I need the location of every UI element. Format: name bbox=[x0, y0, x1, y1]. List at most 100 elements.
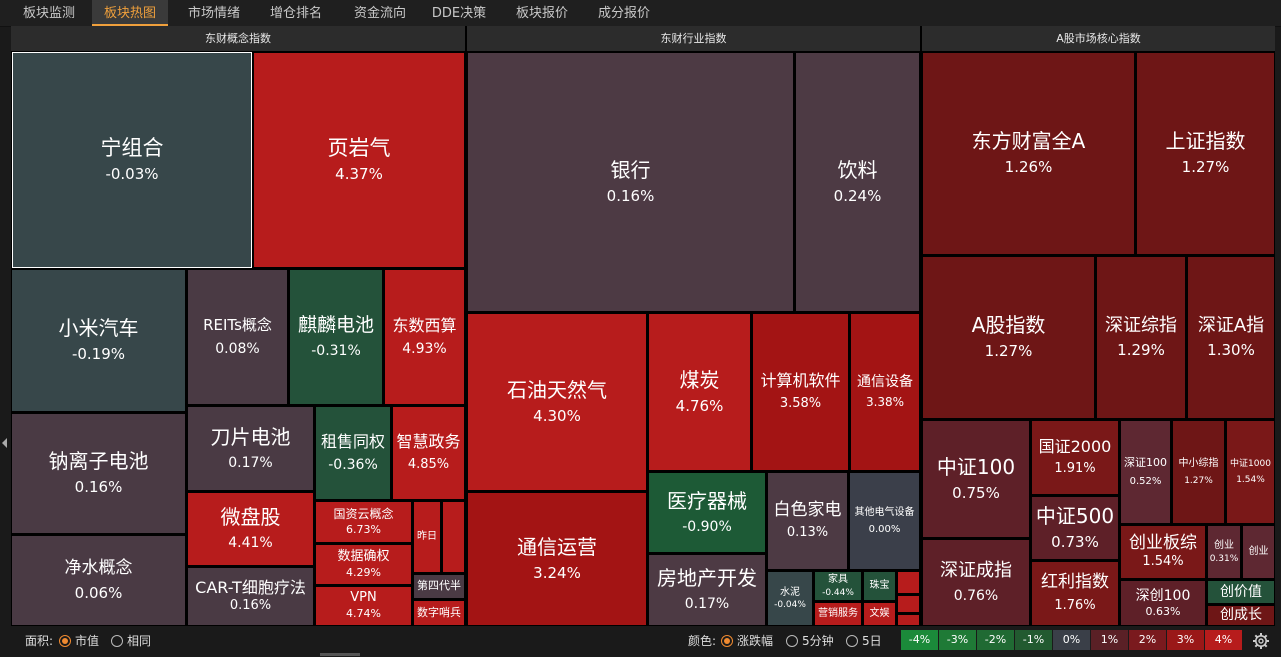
concept-cell[interactable]: 数据确权 4.29% bbox=[315, 544, 412, 585]
industry-cell[interactable]: 家具 -0.44% bbox=[814, 571, 862, 601]
core-name: 创价值 bbox=[1220, 583, 1262, 600]
concept-cell[interactable]: 页岩气 4.37% bbox=[253, 52, 465, 268]
industry-cell[interactable]: 文娱 bbox=[863, 602, 896, 626]
concept-cell[interactable]: 智慧政务 4.85% bbox=[392, 406, 465, 500]
tab-6[interactable]: 板块报价 bbox=[515, 6, 568, 21]
core-cell[interactable]: 深创100 0.63% bbox=[1120, 580, 1206, 626]
horizontal-scrollbar[interactable] bbox=[320, 653, 360, 656]
tab-7[interactable]: 成分报价 bbox=[597, 6, 650, 21]
core-name: 上证指数 bbox=[1165, 129, 1246, 154]
industry-cell[interactable]: 煤炭 4.76% bbox=[648, 313, 751, 471]
concept-cell[interactable]: 东数西算 4.93% bbox=[384, 269, 465, 405]
industry-cell[interactable] bbox=[897, 571, 920, 594]
core-cell[interactable]: 中证100 0.75% bbox=[922, 420, 1030, 538]
core-cell[interactable]: 中小综指 1.27% bbox=[1172, 420, 1225, 524]
industry-name: 家具 bbox=[828, 574, 848, 586]
concept-change: -0.03% bbox=[105, 165, 159, 184]
concept-cell[interactable]: 国资云概念 6.73% bbox=[315, 501, 412, 543]
industry-name: 水泥 bbox=[780, 586, 800, 598]
core-cell[interactable]: 创业 0.31% bbox=[1207, 525, 1241, 579]
concept-name: 麒麟电池 bbox=[297, 314, 374, 337]
core-cell[interactable]: 东方财富全A 1.26% bbox=[922, 52, 1135, 255]
concept-cell[interactable]: 数字哨兵 bbox=[413, 600, 465, 626]
core-cell[interactable]: A股指数 1.27% bbox=[922, 256, 1095, 419]
industry-cell[interactable]: 饮料 0.24% bbox=[795, 52, 920, 312]
core-cell[interactable]: 创成长 bbox=[1207, 605, 1275, 626]
core-cell[interactable]: 深证A指 1.30% bbox=[1187, 256, 1275, 419]
color-option-change-label[interactable]: 涨跌幅 bbox=[737, 634, 774, 648]
concept-cell[interactable]: VPN 4.74% bbox=[315, 586, 412, 626]
core-cell[interactable]: 深证100 0.52% bbox=[1120, 420, 1171, 524]
concept-cell[interactable]: 刀片电池 0.17% bbox=[187, 406, 314, 491]
concept-cell[interactable]: 租售同权 -0.36% bbox=[315, 406, 391, 500]
industry-cell[interactable]: 通信运营 3.24% bbox=[467, 492, 647, 626]
industry-cell[interactable]: 石油天然气 4.30% bbox=[467, 313, 647, 491]
concept-cell[interactable]: CAR-T细胞疗法 0.16% bbox=[187, 567, 314, 626]
core-cell[interactable]: 深证综指 1.29% bbox=[1096, 256, 1186, 419]
area-option-equal-label[interactable]: 相同 bbox=[127, 634, 152, 648]
concept-cell[interactable]: 第四代半 bbox=[413, 574, 465, 599]
color-label: 颜色: bbox=[688, 634, 717, 648]
concept-cell[interactable]: 昨日 bbox=[413, 501, 441, 573]
core-change: 1.27% bbox=[984, 342, 1033, 361]
core-cell[interactable]: 创业 bbox=[1242, 525, 1275, 579]
tab-2[interactable]: 市场情绪 bbox=[187, 6, 240, 21]
collapse-left-arrow-icon[interactable] bbox=[2, 438, 7, 448]
concept-cell[interactable]: 微盘股 4.41% bbox=[187, 492, 314, 566]
industry-cell[interactable]: 其他电气设备 0.00% bbox=[849, 472, 920, 570]
settings-gear-icon[interactable] bbox=[1252, 632, 1270, 650]
area-option-market-cap-label[interactable]: 市值 bbox=[75, 634, 100, 648]
tab-3[interactable]: 增仓排名 bbox=[269, 6, 322, 21]
industry-cell[interactable]: 营销服务 bbox=[814, 602, 862, 626]
core-cell[interactable]: 上证指数 1.27% bbox=[1136, 52, 1275, 255]
area-radio-market-cap[interactable] bbox=[59, 635, 71, 647]
industry-cell[interactable]: 医疗器械 -0.90% bbox=[648, 472, 766, 553]
core-name: 中证500 bbox=[1035, 503, 1115, 528]
color-option-5min-label[interactable]: 5分钟 bbox=[802, 634, 834, 648]
tab-1[interactable]: 板块热图 bbox=[92, 0, 168, 26]
tab-5[interactable]: DDE决策 bbox=[431, 6, 487, 21]
concept-name: VPN bbox=[350, 590, 377, 606]
core-cell[interactable]: 中证1000 1.54% bbox=[1226, 420, 1275, 524]
industry-cell[interactable]: 珠宝 bbox=[863, 571, 896, 601]
concept-cell[interactable]: 宁组合 -0.03% bbox=[12, 52, 252, 268]
color-radio-change[interactable] bbox=[721, 635, 733, 647]
core-cell[interactable]: 中证500 0.73% bbox=[1031, 496, 1119, 560]
industry-cell[interactable] bbox=[897, 595, 920, 613]
concept-cell[interactable] bbox=[442, 501, 465, 573]
core-cell[interactable]: 深证成指 0.76% bbox=[922, 539, 1030, 626]
core-name: 红利指数 bbox=[1041, 572, 1109, 593]
industry-cell[interactable]: 银行 0.16% bbox=[467, 52, 794, 312]
concept-cell[interactable]: 钠离子电池 0.16% bbox=[11, 413, 186, 534]
color-option-5day-label[interactable]: 5日 bbox=[862, 634, 882, 648]
industry-cell[interactable]: 计算机软件 3.58% bbox=[752, 313, 849, 471]
industry-cell[interactable]: 水泥 -0.04% bbox=[767, 571, 813, 626]
industry-change: -0.90% bbox=[682, 518, 732, 535]
industry-cell[interactable]: 房地产开发 0.17% bbox=[648, 554, 766, 626]
concept-change: 6.73% bbox=[346, 522, 381, 536]
concept-cell[interactable]: 麒麟电池 -0.31% bbox=[289, 269, 383, 405]
concept-cell[interactable]: 净水概念 0.06% bbox=[11, 535, 186, 626]
color-radio-5min[interactable] bbox=[786, 635, 798, 647]
concept-change: 4.37% bbox=[335, 165, 383, 184]
industry-cell[interactable] bbox=[897, 614, 920, 626]
concept-cell[interactable]: REITs概念 0.08% bbox=[187, 269, 288, 405]
color-radio-5day[interactable] bbox=[846, 635, 858, 647]
industry-cell[interactable]: 白色家电 0.13% bbox=[767, 472, 848, 570]
concept-cell[interactable]: 小米汽车 -0.19% bbox=[11, 269, 186, 412]
tab-4[interactable]: 资金流向 bbox=[353, 6, 406, 21]
core-cell[interactable]: 创业板综 1.54% bbox=[1120, 525, 1206, 579]
concept-change: 0.08% bbox=[215, 340, 260, 357]
core-cell[interactable]: 创价值 bbox=[1207, 580, 1275, 604]
tab-0[interactable]: 板块监测 bbox=[22, 6, 75, 21]
core-cell[interactable]: 国证2000 1.91% bbox=[1031, 420, 1119, 495]
area-radio-equal[interactable] bbox=[111, 635, 123, 647]
concept-change: 4.29% bbox=[346, 565, 381, 579]
concept-name: 小米汽车 bbox=[58, 316, 139, 341]
industry-name: 通信运营 bbox=[517, 534, 597, 559]
concept-change: 0.06% bbox=[74, 583, 123, 602]
industry-cell[interactable]: 通信设备 3.38% bbox=[850, 313, 920, 471]
core-cell[interactable]: 红利指数 1.76% bbox=[1031, 561, 1119, 626]
industry-name: 银行 bbox=[610, 157, 651, 182]
section-header-core: A股市场核心指数 bbox=[922, 26, 1275, 51]
